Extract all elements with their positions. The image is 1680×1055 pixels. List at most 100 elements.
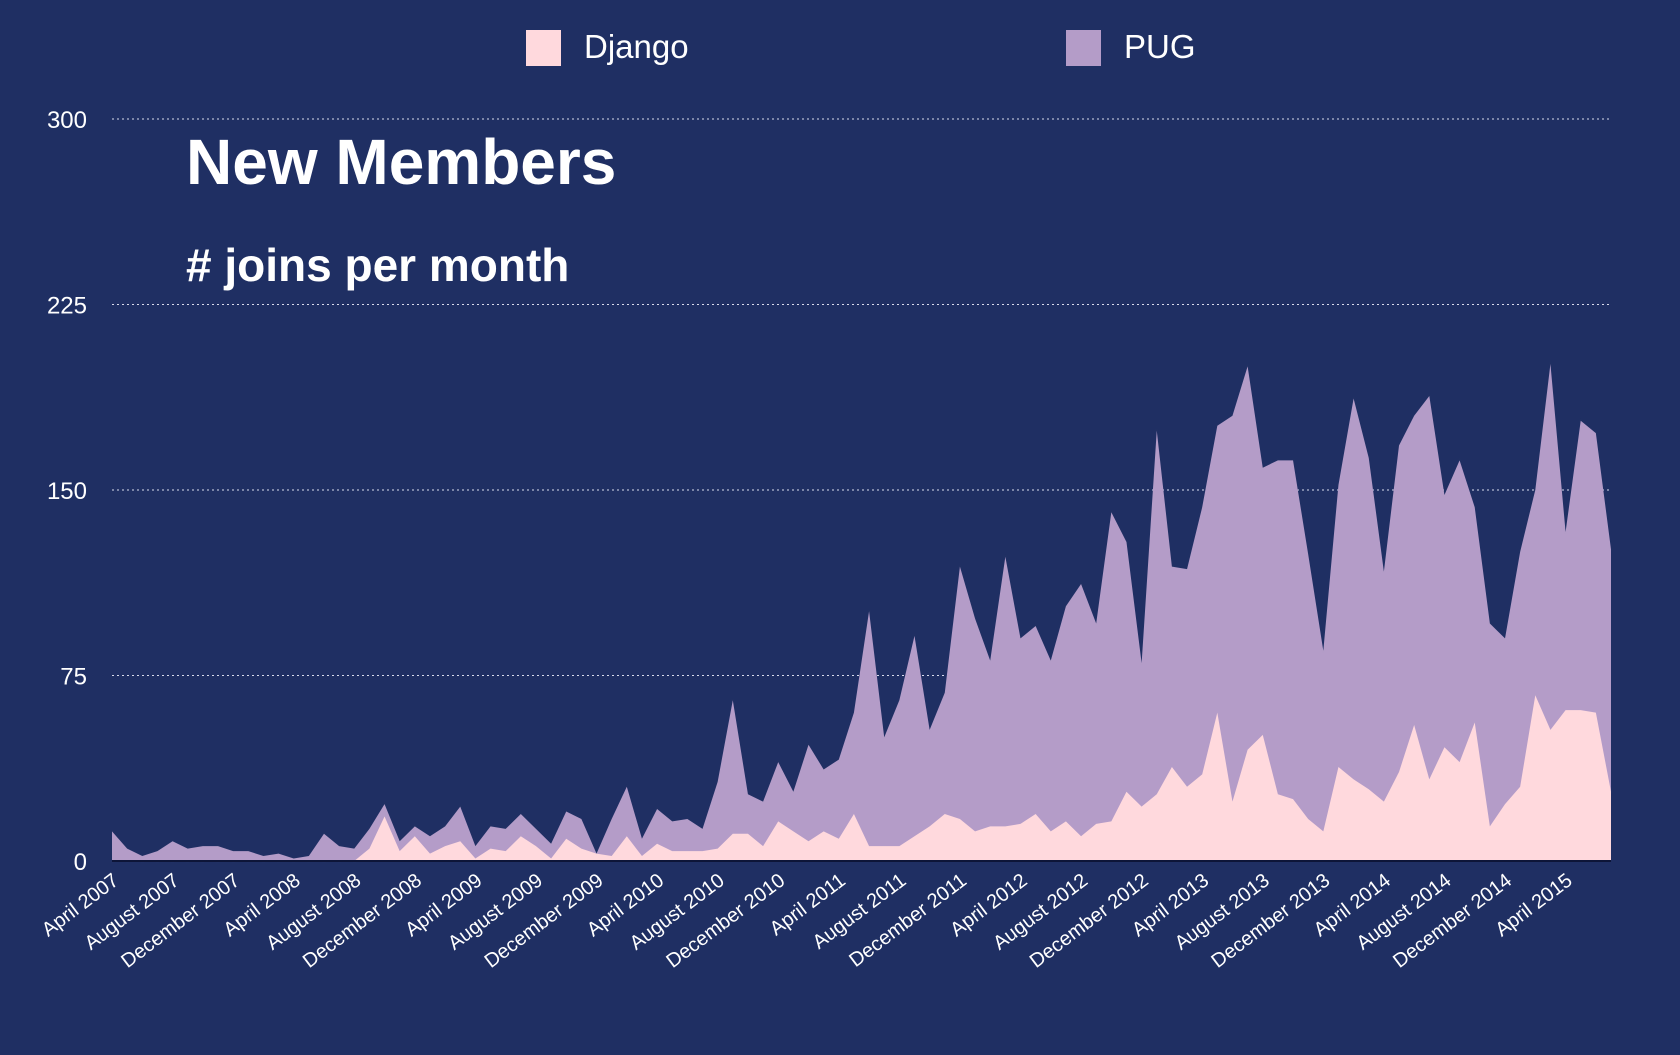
data-point-pug: [943, 691, 947, 695]
data-point-django: [807, 839, 811, 843]
data-point-pug: [1185, 567, 1189, 571]
data-point-django: [1548, 728, 1552, 732]
data-point-pug: [761, 800, 765, 804]
area-series-django: [112, 695, 1611, 861]
data-point-pug: [458, 805, 462, 809]
data-point-pug: [822, 767, 826, 771]
data-point-django: [1261, 733, 1265, 737]
data-point-django: [701, 849, 705, 853]
data-point-pug: [428, 834, 432, 838]
chart-title: New Members: [186, 126, 616, 198]
data-point-django: [640, 854, 644, 858]
data-point-django: [1185, 785, 1189, 789]
data-point-pug: [1488, 622, 1492, 626]
data-point-django: [1382, 800, 1386, 804]
data-point-django: [595, 852, 599, 856]
data-point-django: [1246, 748, 1250, 752]
data-point-pug: [655, 807, 659, 811]
data-point-django: [1488, 824, 1492, 828]
data-point-pug: [489, 824, 493, 828]
data-point-pug: [852, 711, 856, 715]
data-point-pug: [1079, 582, 1083, 586]
data-point-pug: [625, 785, 629, 789]
data-point-pug: [610, 817, 614, 821]
data-point-pug: [246, 849, 250, 853]
data-point-django: [958, 817, 962, 821]
data-point-django: [716, 847, 720, 851]
data-point-django: [761, 844, 765, 848]
data-point-pug: [912, 634, 916, 638]
data-point-pug: [1124, 540, 1128, 544]
data-point-pug: [337, 844, 341, 848]
data-point-django: [549, 857, 553, 861]
data-point-pug: [398, 839, 402, 843]
data-point-pug: [973, 617, 977, 621]
data-point-pug: [231, 849, 235, 853]
data-point-pug: [1140, 661, 1144, 665]
data-point-django: [1079, 834, 1083, 838]
data-point-pug: [1155, 429, 1159, 433]
data-point-pug: [1594, 431, 1598, 435]
data-point-pug: [685, 817, 689, 821]
data-point-django: [398, 849, 402, 853]
data-point-pug: [201, 844, 205, 848]
data-point-django: [1594, 711, 1598, 715]
data-point-pug: [383, 802, 387, 806]
data-point-django: [1064, 819, 1068, 823]
data-point-django: [988, 824, 992, 828]
data-point-django: [1140, 805, 1144, 809]
data-point-django: [882, 844, 886, 848]
data-point-django: [1018, 822, 1022, 826]
y-tick-label: 0: [74, 849, 87, 876]
y-tick-label: 75: [60, 664, 87, 691]
plot-areas: [112, 363, 1611, 861]
data-point-pug: [1094, 622, 1098, 626]
data-point-django: [579, 847, 583, 851]
data-point-django: [1155, 792, 1159, 796]
data-point-django: [1094, 822, 1098, 826]
data-point-pug: [746, 792, 750, 796]
legend-label-pug: PUG: [1124, 28, 1196, 65]
data-point-pug: [473, 844, 477, 848]
data-point-django: [1352, 777, 1356, 781]
data-point-pug: [1442, 493, 1446, 497]
data-point-pug: [1412, 414, 1416, 418]
data-point-pug: [1276, 458, 1280, 462]
data-point-django: [776, 819, 780, 823]
data-point-django: [685, 849, 689, 853]
data-point-django: [367, 847, 371, 851]
data-point-pug: [1352, 396, 1356, 400]
legend-label-django: Django: [584, 28, 689, 65]
data-point-pug: [307, 854, 311, 858]
data-point-pug: [1246, 364, 1250, 368]
data-point-django: [1124, 790, 1128, 794]
data-point-django: [928, 824, 932, 828]
data-point-pug: [928, 728, 932, 732]
legend-swatch-django: [526, 30, 561, 66]
data-point-django: [912, 834, 916, 838]
data-point-pug: [1003, 555, 1007, 559]
data-point-django: [1170, 765, 1174, 769]
data-point-pug: [1261, 466, 1265, 470]
data-point-pug: [1049, 659, 1053, 663]
data-point-django: [413, 834, 417, 838]
data-point-django: [534, 844, 538, 848]
data-point-pug: [534, 827, 538, 831]
data-point-pug: [186, 847, 190, 851]
data-point-django: [610, 854, 614, 858]
data-point-django: [1533, 693, 1537, 697]
data-point-django: [625, 834, 629, 838]
data-point-pug: [413, 824, 417, 828]
legend-item-pug[interactable]: PUG: [1066, 28, 1196, 66]
data-point-django: [458, 839, 462, 843]
data-point-django: [1412, 723, 1416, 727]
data-point-pug: [1427, 394, 1431, 398]
data-point-pug: [1548, 362, 1552, 366]
data-point-django: [1215, 711, 1219, 715]
legend-item-django[interactable]: Django: [526, 28, 689, 66]
data-point-pug: [125, 847, 129, 851]
data-point-pug: [171, 839, 175, 843]
chart-subtitle: # joins per month: [186, 239, 569, 291]
